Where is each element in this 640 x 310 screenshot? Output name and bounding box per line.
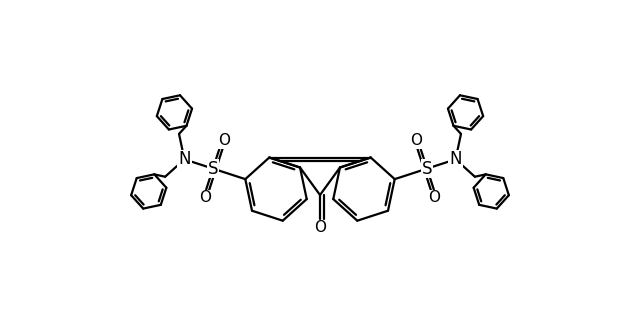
Text: O: O bbox=[314, 220, 326, 236]
Text: O: O bbox=[428, 190, 440, 205]
Text: S: S bbox=[422, 160, 432, 178]
Text: O: O bbox=[410, 133, 422, 148]
Text: N: N bbox=[449, 150, 462, 168]
Text: O: O bbox=[200, 190, 212, 205]
Text: N: N bbox=[178, 150, 191, 168]
Text: S: S bbox=[208, 160, 218, 178]
Text: O: O bbox=[218, 133, 230, 148]
